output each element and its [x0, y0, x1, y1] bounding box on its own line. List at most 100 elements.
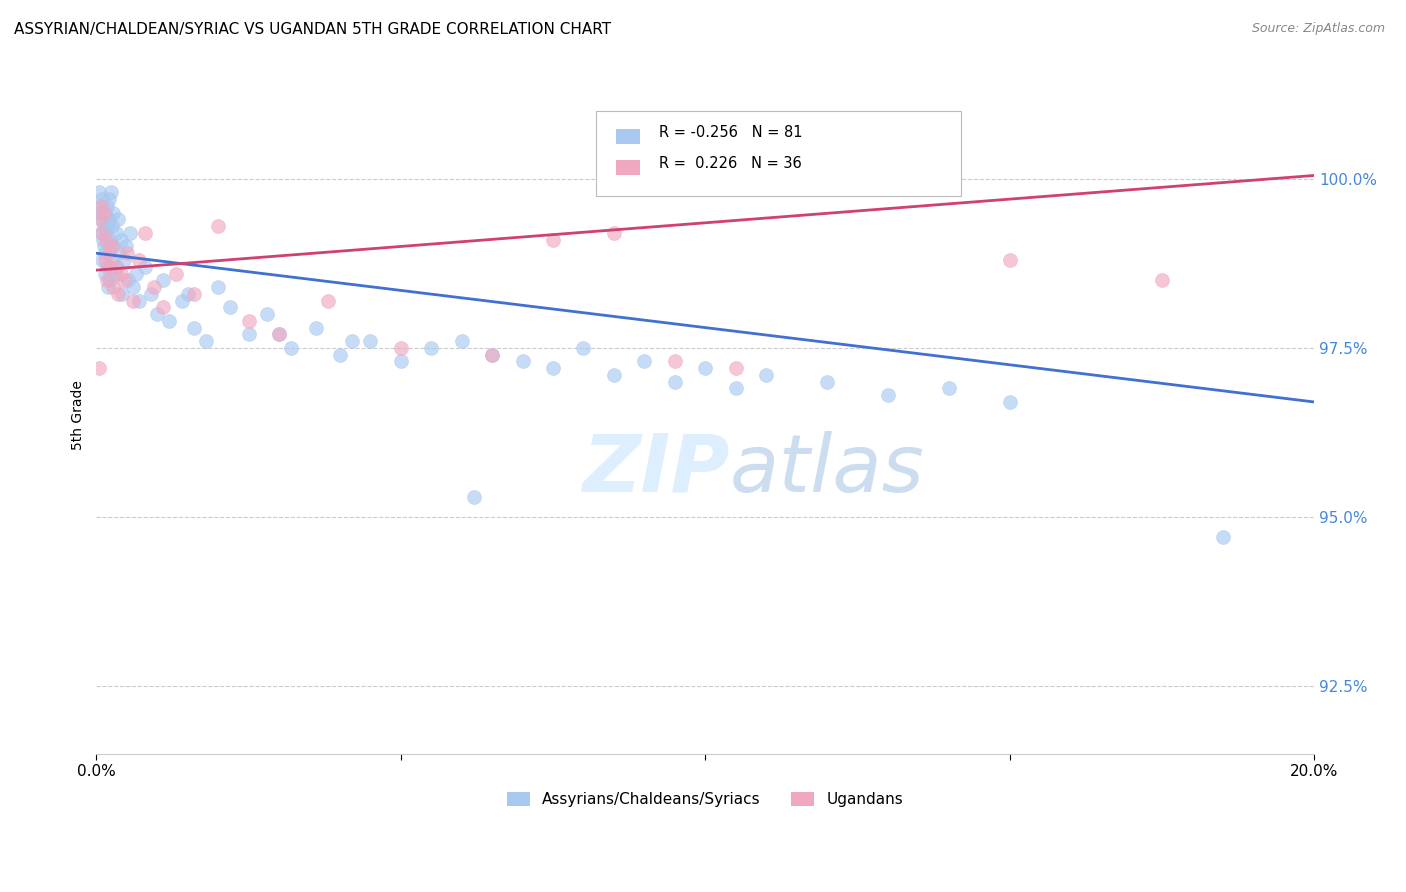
Point: [90, 205, 112, 219]
Point: [94, 205, 117, 219]
Point: [115, 246, 138, 260]
Point: [755, 368, 778, 382]
Point: [96, 219, 118, 234]
Point: [280, 341, 302, 355]
Text: atlas: atlas: [730, 431, 924, 508]
Point: [603, 226, 626, 240]
Point: [107, 286, 129, 301]
Point: [450, 334, 472, 348]
Point: [97, 246, 120, 260]
Text: Source: ZipAtlas.com: Source: ZipAtlas.com: [1251, 22, 1385, 36]
Point: [152, 273, 174, 287]
Point: [128, 293, 150, 308]
Point: [91, 252, 114, 267]
Text: ASSYRIAN/CHALDEAN/SYRIAC VS UGANDAN 5TH GRADE CORRELATION CHART: ASSYRIAN/CHALDEAN/SYRIAC VS UGANDAN 5TH …: [14, 22, 612, 37]
Point: [104, 260, 127, 274]
Point: [98, 260, 121, 274]
Point: [128, 252, 150, 267]
Point: [152, 301, 174, 315]
Point: [94, 246, 117, 260]
Point: [100, 186, 122, 200]
Point: [165, 267, 187, 281]
Point: [219, 301, 242, 315]
Point: [572, 341, 595, 355]
Point: [118, 226, 141, 240]
Point: [238, 314, 260, 328]
Point: [316, 293, 339, 308]
Point: [389, 341, 412, 355]
Point: [110, 267, 132, 281]
Y-axis label: 5th Grade: 5th Grade: [72, 381, 86, 450]
Point: [134, 260, 156, 274]
Point: [541, 233, 564, 247]
Point: [94, 226, 117, 240]
Point: [108, 246, 131, 260]
Point: [633, 354, 655, 368]
Point: [101, 252, 124, 267]
Point: [98, 273, 121, 287]
Point: [724, 381, 747, 395]
Point: [512, 354, 534, 368]
Point: [194, 334, 217, 348]
FancyBboxPatch shape: [596, 112, 960, 195]
Point: [157, 314, 180, 328]
Point: [89, 186, 111, 200]
Point: [96, 273, 118, 287]
Legend: Assyrians/Chaldeans/Syriacs, Ugandans: Assyrians/Chaldeans/Syriacs, Ugandans: [501, 786, 910, 814]
Point: [176, 286, 198, 301]
Text: ZIP: ZIP: [582, 431, 730, 508]
Point: [1212, 530, 1234, 544]
Point: [724, 361, 747, 376]
Point: [90, 199, 112, 213]
Point: [93, 219, 115, 234]
Point: [998, 395, 1021, 409]
Point: [90, 199, 112, 213]
Point: [91, 233, 114, 247]
Point: [267, 327, 290, 342]
Point: [89, 361, 111, 376]
Point: [94, 233, 117, 247]
Point: [238, 327, 260, 342]
Point: [329, 348, 352, 362]
Point: [481, 348, 503, 362]
Point: [603, 368, 626, 382]
Bar: [616, 160, 640, 175]
Point: [104, 267, 127, 281]
Point: [97, 280, 120, 294]
Point: [94, 267, 117, 281]
Point: [256, 307, 278, 321]
Point: [481, 348, 503, 362]
Point: [104, 226, 127, 240]
Point: [541, 361, 564, 376]
Point: [114, 239, 136, 253]
Point: [97, 212, 120, 227]
Point: [100, 219, 122, 234]
Point: [389, 354, 412, 368]
Point: [103, 280, 125, 294]
Point: [101, 205, 124, 219]
Point: [91, 212, 114, 227]
Point: [105, 260, 128, 274]
Point: [143, 280, 166, 294]
Point: [876, 388, 898, 402]
Point: [695, 361, 717, 376]
Point: [1150, 273, 1173, 287]
Point: [94, 252, 117, 267]
Point: [98, 233, 121, 247]
Point: [420, 341, 443, 355]
Point: [93, 239, 115, 253]
Point: [112, 273, 135, 287]
Point: [89, 205, 111, 219]
Point: [304, 320, 326, 334]
Point: [122, 280, 145, 294]
Point: [93, 205, 115, 219]
Point: [112, 252, 135, 267]
Point: [183, 320, 205, 334]
Point: [146, 307, 169, 321]
Text: R =  0.226   N = 36: R = 0.226 N = 36: [659, 156, 801, 171]
Point: [207, 219, 229, 234]
Point: [89, 212, 111, 227]
Point: [111, 286, 134, 301]
Point: [207, 280, 229, 294]
Point: [96, 199, 118, 213]
